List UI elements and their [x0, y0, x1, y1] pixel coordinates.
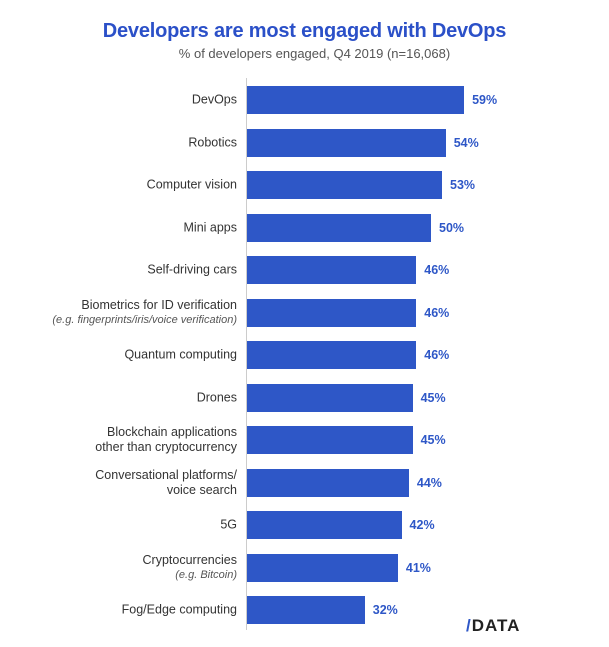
value-label: 53%: [450, 178, 476, 192]
bar: [247, 383, 413, 412]
chart-subtitle: % of developers engaged, Q4 2019 (n=16,0…: [178, 46, 451, 61]
value-label: 59%: [472, 93, 498, 107]
category-label-line: Cryptocurrencies: [142, 552, 237, 567]
category-label-line: Conversational platforms/: [95, 467, 237, 482]
logo-slash: /: [466, 616, 472, 635]
category-label-line: Fog/Edge computing: [121, 602, 237, 617]
category-label-line: Robotics: [188, 135, 237, 149]
category-label-line: Computer vision: [146, 177, 237, 192]
bar: [247, 86, 465, 114]
category-label: Self-driving cars: [147, 263, 237, 278]
value-label: 45%: [420, 433, 446, 447]
category-note: (e.g. fingerprints/iris/voice verificati…: [52, 313, 237, 326]
category-label: Biometrics for ID verification (e.g. fing…: [52, 298, 237, 328]
category-label-line: voice search: [166, 482, 237, 497]
y-axis-line: [246, 78, 247, 630]
bar: [247, 213, 431, 242]
category-note: (e.g. Bitcoin): [175, 568, 237, 581]
value-label: 46%: [424, 348, 450, 362]
value-label: 46%: [424, 263, 450, 277]
category-label: Computer vision: [147, 178, 237, 193]
category-label-line: Quantum computing: [124, 347, 237, 362]
logo-text: DATA: [471, 616, 521, 635]
bar: [247, 256, 417, 284]
data-logo: /DATA: [466, 616, 520, 636]
category-label-line: DevOps: [191, 92, 237, 107]
bar: [247, 298, 417, 327]
value-label: 32%: [372, 603, 398, 617]
category-label: Conversational platforms/voice search: [95, 468, 237, 498]
bar: [247, 553, 398, 582]
category-label: Mini apps: [184, 220, 238, 235]
value-label: 42%: [409, 518, 435, 532]
value-label: 41%: [405, 560, 431, 575]
value-label: 44%: [416, 475, 442, 490]
bar: [247, 511, 402, 539]
bar: [247, 426, 413, 454]
category-label-line: 5G: [220, 517, 237, 532]
category-label: Drones: [197, 390, 237, 405]
category-label-line: Mini apps: [183, 220, 238, 234]
bar: [247, 128, 446, 157]
value-label: 46%: [424, 305, 450, 320]
category-label-line: Drones: [196, 390, 237, 404]
category-label: Fog/Edge computing: [122, 603, 237, 618]
category-label: Robotics: [188, 135, 237, 150]
value-label: 50%: [439, 220, 465, 235]
value-label: 45%: [420, 390, 446, 405]
bar: [247, 341, 417, 369]
category-label: Cryptocurrencies (e.g. Bitcoin): [143, 553, 237, 583]
value-label: 54%: [453, 135, 479, 150]
category-label-line: Blockchain applications: [107, 425, 237, 439]
category-label: 5G: [220, 518, 237, 533]
category-label: Quantum computing: [124, 348, 237, 363]
category-label-line: other than cryptocurrency: [95, 440, 237, 454]
category-label-line: Biometrics for ID verification: [81, 297, 237, 312]
category-label-line: Self-driving cars: [147, 262, 237, 277]
chart-title: Developers are most engaged with DevOps: [102, 20, 507, 42]
bar: [247, 596, 365, 624]
category-label: Blockchain applications other than crypto…: [95, 425, 237, 455]
bar: [247, 468, 409, 497]
bar: [247, 171, 443, 199]
category-label: DevOps: [192, 93, 237, 108]
